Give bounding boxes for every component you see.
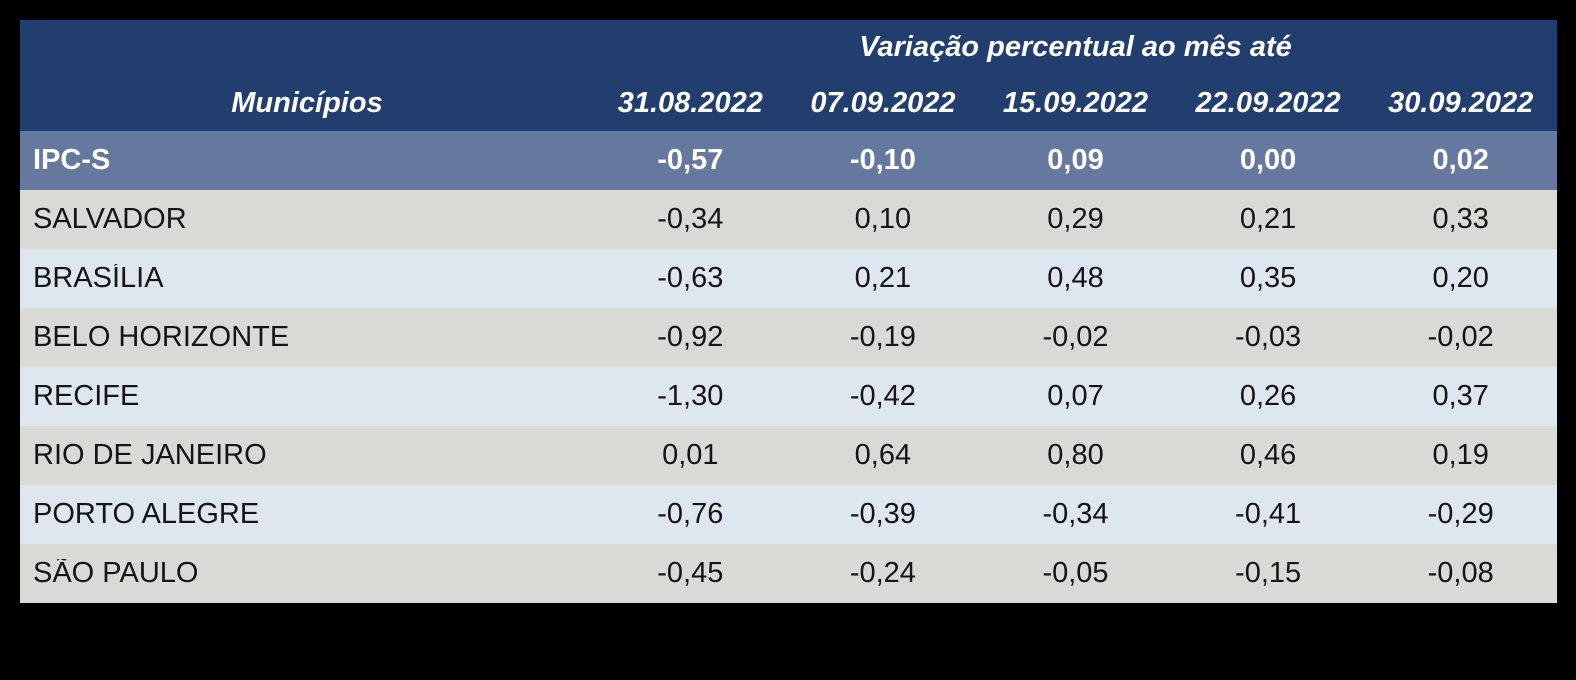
- row-label: IPC-S: [33, 146, 111, 175]
- value-cell: 0,64: [854, 441, 912, 470]
- value-cell: 0,10: [854, 205, 912, 234]
- column-header-municipios: Municípios: [231, 88, 383, 118]
- value-cell: 0,09: [1047, 146, 1104, 175]
- table-row-porto-alegre: PORTO ALEGRE -0,76 -0,39 -0,34 -0,41 -0,…: [20, 485, 1557, 544]
- ipcs-municipalities-table: Variação percentual ao mês até Município…: [20, 20, 1557, 603]
- value-cell: 0,07: [1047, 382, 1104, 411]
- value-cell: -0,34: [657, 205, 724, 234]
- value-cell: 0,02: [1432, 146, 1489, 175]
- value-cell: 0,00: [1239, 146, 1297, 175]
- value-cell: -0,10: [849, 146, 916, 175]
- value-cell: -0,08: [1427, 559, 1494, 588]
- column-header-date-3: 15.09.2022: [1002, 88, 1149, 118]
- value-cell: -0,45: [657, 559, 724, 588]
- table-row-belo-horizonte: BELO HORIZONTE -0,92 -0,19 -0,02 -0,03 -…: [20, 308, 1557, 367]
- value-cell: 0,37: [1432, 382, 1489, 411]
- table-row-brasilia: BRASÍLIA -0,63 0,21 0,48 0,35 0,20: [20, 249, 1557, 308]
- table-header-dates-row: Municípios 31.08.2022 07.09.2022 15.09.2…: [20, 75, 1557, 131]
- value-cell: -0,05: [1042, 559, 1109, 588]
- value-cell: -0,41: [1235, 500, 1302, 529]
- table-row-salvador: SALVADOR -0,34 0,10 0,29 0,21 0,33: [20, 190, 1557, 249]
- table-row-rio-de-janeiro: RIO DE JANEIRO 0,01 0,64 0,80 0,46 0,19: [20, 426, 1557, 485]
- table-row-ipcs: IPC-S -0,57 -0,10 0,09 0,00 0,02: [20, 131, 1557, 190]
- value-cell: -1,30: [657, 382, 724, 411]
- value-cell: -0,42: [849, 382, 916, 411]
- row-label: BRASÍLIA: [33, 264, 164, 293]
- table-row-sao-paulo: SÃO PAULO -0,45 -0,24 -0,05 -0,15 -0,08: [20, 544, 1557, 603]
- value-cell: 0,80: [1047, 441, 1104, 470]
- value-cell: -0,24: [849, 559, 916, 588]
- value-cell: -0,02: [1427, 323, 1494, 352]
- value-cell: -0,03: [1235, 323, 1302, 352]
- value-cell: -0,57: [657, 146, 724, 175]
- value-cell: -0,02: [1042, 323, 1109, 352]
- value-cell: 0,46: [1239, 441, 1297, 470]
- value-cell: -0,39: [849, 500, 916, 529]
- column-header-date-2: 07.09.2022: [810, 88, 956, 118]
- row-label: SÃO PAULO: [33, 559, 199, 588]
- value-cell: 0,21: [1239, 205, 1297, 234]
- value-cell: 0,19: [1432, 441, 1489, 470]
- row-label: RIO DE JANEIRO: [33, 441, 267, 470]
- value-cell: -0,34: [1042, 500, 1109, 529]
- value-cell: 0,35: [1239, 264, 1297, 293]
- value-cell: -0,92: [657, 323, 724, 352]
- row-label: SALVADOR: [33, 205, 187, 234]
- table-row-recife: RECIFE -1,30 -0,42 0,07 0,26 0,37: [20, 367, 1557, 426]
- row-label: BELO HORIZONTE: [33, 323, 290, 352]
- column-header-date-5: 30.09.2022: [1388, 88, 1534, 118]
- value-cell: -0,76: [657, 500, 724, 529]
- value-cell: -0,29: [1427, 500, 1494, 529]
- value-cell: 0,20: [1432, 264, 1489, 293]
- table-header-title-row: Variação percentual ao mês até: [20, 20, 1557, 75]
- table-title: Variação percentual ao mês até: [859, 33, 1292, 62]
- value-cell: 0,29: [1047, 205, 1104, 234]
- value-cell: -0,19: [849, 323, 916, 352]
- value-cell: 0,48: [1047, 264, 1104, 293]
- value-cell: 0,21: [854, 264, 912, 293]
- row-label: RECIFE: [33, 382, 140, 411]
- column-header-date-4: 22.09.2022: [1195, 88, 1341, 118]
- value-cell: -0,15: [1235, 559, 1302, 588]
- value-cell: 0,26: [1239, 382, 1297, 411]
- column-header-date-1: 31.08.2022: [617, 88, 763, 118]
- value-cell: 0,01: [662, 441, 719, 470]
- value-cell: 0,33: [1432, 205, 1489, 234]
- value-cell: -0,63: [657, 264, 724, 293]
- row-label: PORTO ALEGRE: [33, 500, 260, 529]
